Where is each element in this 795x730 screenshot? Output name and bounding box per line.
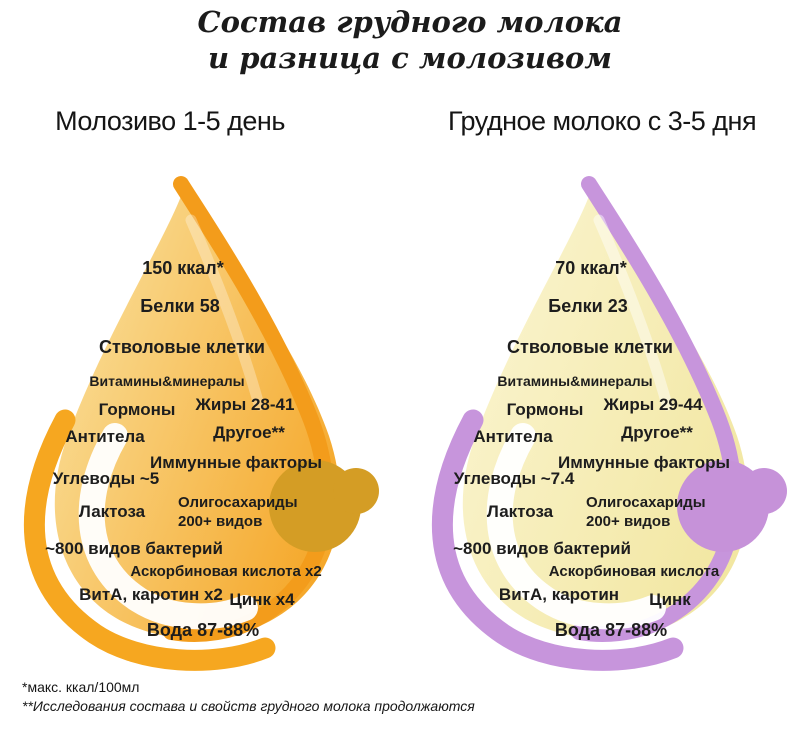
colostrum-drop-graphic <box>24 176 379 671</box>
label-kcal: 150 ккал* <box>142 258 224 278</box>
colostrum-drop: 150 ккал* Белки 58 Стволовые клетки Вита… <box>15 170 387 680</box>
label-zinc: Цинк <box>649 590 691 609</box>
label-fats: Жиры 28-41 <box>195 395 295 414</box>
label-oligosaccharides-count: 200+ видов <box>586 513 671 530</box>
label-oligosaccharides: Олигосахариды <box>178 494 298 511</box>
label-stem-cells: Стволовые клетки <box>507 337 673 357</box>
label-oligosaccharides: Олигосахариды <box>586 494 706 511</box>
label-lactose: Лактоза <box>78 502 146 521</box>
label-vitamins: Витамины&минералы <box>497 373 653 389</box>
page-title-line1: Состав грудного молока <box>197 5 623 39</box>
label-other: Другое** <box>213 423 285 442</box>
label-bacteria: ~800 видов бактерий <box>453 539 631 558</box>
footnote-research: **Исследования состава и свойств грудног… <box>22 698 475 714</box>
label-hormones: Гормоны <box>506 400 584 419</box>
label-stem-cells: Стволовые клетки <box>99 337 265 357</box>
label-vitamin-a: ВитА, каротин <box>498 585 620 604</box>
drop-body <box>462 178 748 639</box>
inner-highlight-crescent <box>78 423 258 630</box>
label-ascorbic-acid: Аскорбиновая кислота x2 <box>130 563 322 580</box>
label-protein: Белки 58 <box>140 296 220 316</box>
label-lactose: Лактоза <box>486 502 554 521</box>
label-zinc: Цинк x4 <box>229 590 295 609</box>
label-carbs: Углеводы ~5 <box>52 469 160 488</box>
label-antibodies: Антитела <box>65 427 145 446</box>
tip-streak-highlight <box>593 214 673 411</box>
label-ascorbic-acid: Аскорбиновая кислота <box>548 563 720 580</box>
label-water: Вода 87-88% <box>146 620 260 640</box>
heading-colostrum: Молозиво 1-5 день <box>55 106 285 136</box>
label-bacteria: ~800 видов бактерий <box>45 539 223 558</box>
label-oligosaccharides-count: 200+ видов <box>178 513 263 530</box>
nipple-tip-circle <box>741 468 787 514</box>
heading-breast-milk: Грудное молоко с 3-5 дня <box>447 106 757 136</box>
label-hormones: Гормоны <box>98 400 176 419</box>
page-title: Состав грудного молока и разница с молоз… <box>198 4 623 76</box>
label-water: Вода 87-88% <box>554 620 668 640</box>
breast-milk-drop-graphic <box>432 176 787 671</box>
label-fats: Жиры 29-44 <box>603 395 703 414</box>
drop-body <box>54 178 340 639</box>
inner-highlight-crescent <box>486 423 666 630</box>
label-carbs: Углеводы ~7.4 <box>453 469 575 488</box>
nipple-tip-circle <box>333 468 379 514</box>
label-other: Другое** <box>621 423 693 442</box>
tip-streak-highlight <box>185 214 265 411</box>
label-protein: Белки 23 <box>548 296 628 316</box>
label-antibodies: Антитела <box>473 427 553 446</box>
footnotes: *макс. ккал/100мл **Исследования состава… <box>22 678 475 716</box>
outer-crescent <box>432 409 684 671</box>
breast-milk-drop: 70 ккал* Белки 23 Стволовые клетки Витам… <box>423 170 795 680</box>
label-immune-factors: Иммунные факторы <box>557 453 731 472</box>
label-kcal: 70 ккал* <box>555 258 627 278</box>
footnote-kcal: *макс. ккал/100мл <box>22 679 140 695</box>
page-title-line2: и разница с молозивом <box>208 41 612 75</box>
outer-crescent <box>24 409 276 671</box>
label-vitamins: Витамины&минералы <box>89 373 245 389</box>
label-vitamin-a: ВитА, каротин x2 <box>79 585 223 604</box>
label-immune-factors: Иммунные факторы <box>149 453 323 472</box>
